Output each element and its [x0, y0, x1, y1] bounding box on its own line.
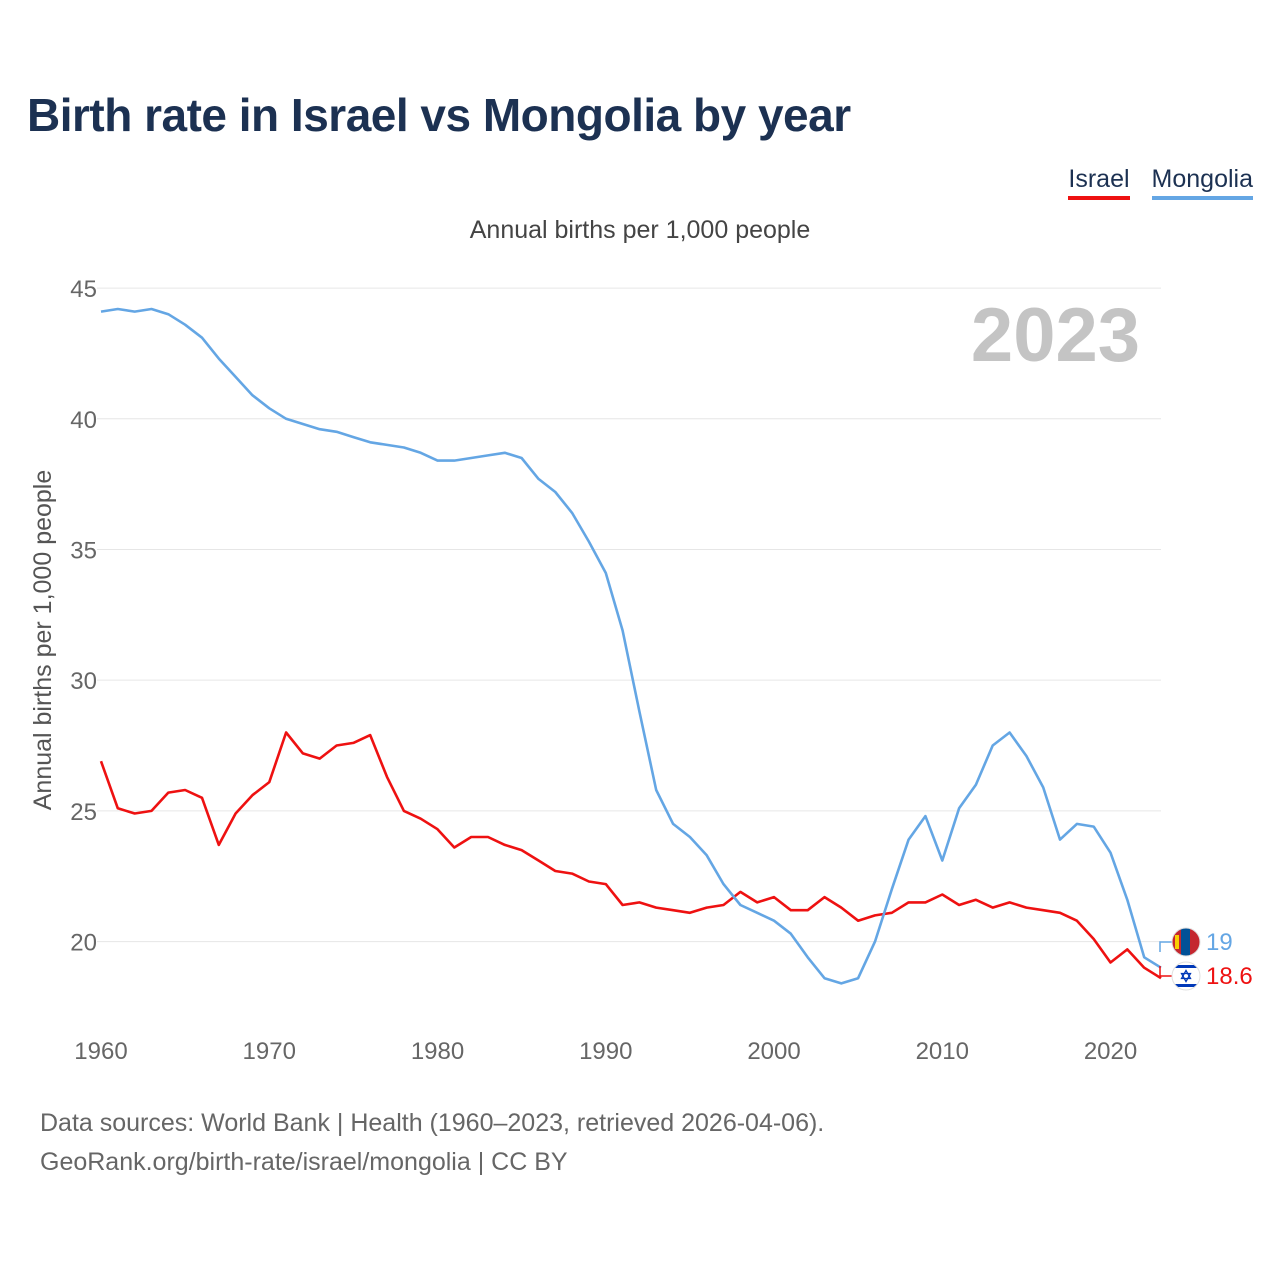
- gridlines: [97, 287, 1161, 943]
- source-line-2[interactable]: GeoRank.org/birth-rate/israel/mongolia |…: [40, 1148, 568, 1176]
- series-line-mongolia[interactable]: [100, 307, 1162, 985]
- series-lines: [99, 307, 1162, 985]
- mongolia-leader-line: [1159, 941, 1172, 952]
- legend-item-israel[interactable]: Israel: [1068, 164, 1130, 200]
- y-tick-label: 35: [70, 537, 97, 564]
- end-markers: 19 18.6: [1159, 927, 1253, 991]
- x-tick-label: 2010: [916, 1038, 969, 1065]
- mongolia-flag-icon: [1171, 927, 1201, 957]
- legend-item-mongolia[interactable]: Mongolia: [1151, 164, 1253, 200]
- source-note: Data sources: World Bank | Health (1960–…: [40, 1104, 824, 1182]
- legend: Israel Mongolia: [1068, 164, 1253, 200]
- y-tick-label: 40: [70, 407, 97, 434]
- y-tick-label: 20: [70, 930, 97, 957]
- x-tick-label: 1970: [243, 1038, 296, 1065]
- israel-flag-icon: [1171, 961, 1201, 991]
- x-axis-ticks: 1960 1970 1980 1990 2000 2010 2020: [74, 1038, 1137, 1065]
- y-tick-label: 30: [70, 668, 97, 695]
- x-tick-label: 1960: [74, 1038, 127, 1065]
- y-tick-label: 45: [70, 276, 97, 303]
- x-tick-label: 2000: [747, 1038, 800, 1065]
- x-tick-label: 1980: [411, 1038, 464, 1065]
- israel-end-value: 18.6: [1206, 963, 1253, 990]
- israel-leader-line: [1159, 966, 1172, 977]
- year-label: 2023: [971, 293, 1140, 378]
- x-tick-label: 2020: [1084, 1038, 1137, 1065]
- chart-title: Birth rate in Israel vs Mongolia by year: [27, 89, 851, 141]
- source-line-1: Data sources: World Bank | Health (1960–…: [40, 1109, 825, 1137]
- y-tick-label: 25: [70, 799, 97, 826]
- series-line-israel[interactable]: [99, 731, 1162, 980]
- y-axis-ticks: 20 25 30 35 40 45: [70, 276, 97, 957]
- chart-subtitle: Annual births per 1,000 people: [469, 216, 811, 244]
- mongolia-end-value: 19: [1206, 929, 1233, 956]
- x-tick-label: 1990: [579, 1038, 632, 1065]
- y-axis-label: Annual births per 1,000 people: [29, 470, 57, 811]
